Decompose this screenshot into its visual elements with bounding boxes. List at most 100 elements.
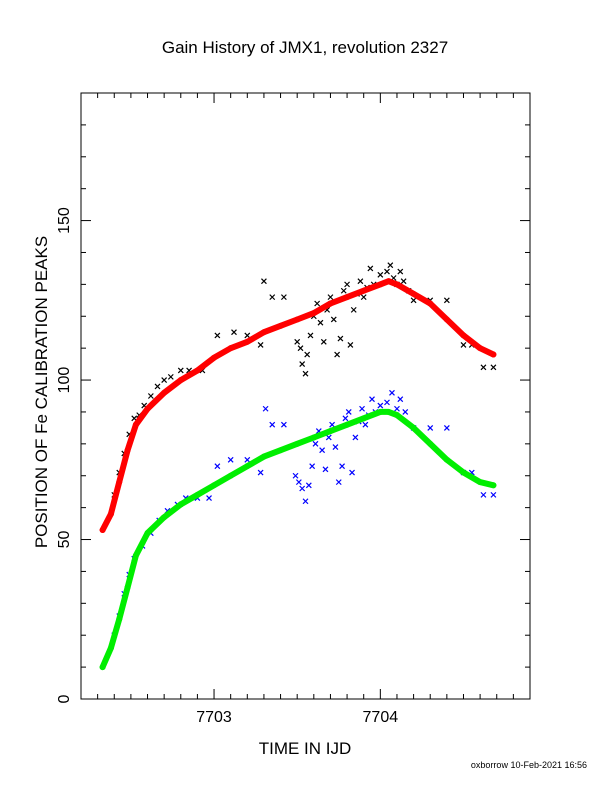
fit-point [244, 338, 251, 345]
data-point [337, 335, 344, 342]
fit-point [427, 440, 434, 447]
data-point [394, 405, 400, 412]
data-point [367, 265, 374, 272]
fit-point [116, 479, 123, 486]
data-point [319, 447, 326, 454]
data-point [154, 383, 161, 390]
data-point [377, 402, 384, 409]
fit-point [132, 421, 139, 428]
axis-ticks [80, 92, 531, 700]
series-layer [99, 262, 497, 671]
y-tick-label: 0 [56, 694, 73, 703]
fit-point [327, 300, 334, 307]
fit-point [132, 552, 139, 559]
y-tick-labels: 0 50 100 150 [56, 207, 73, 703]
data-point [369, 396, 375, 403]
data-point [305, 482, 312, 489]
data-point [349, 469, 355, 476]
data-point [325, 434, 332, 441]
y-tick-label: 100 [56, 367, 73, 394]
data-point [294, 338, 301, 345]
fit-point [377, 408, 384, 415]
data-point [443, 424, 450, 431]
data-point [262, 405, 269, 412]
data-point [357, 278, 364, 285]
data-point [340, 287, 347, 294]
data-point [147, 393, 154, 399]
data-point [377, 271, 384, 278]
fit-point [107, 511, 114, 518]
fit-curve [99, 408, 497, 671]
fit-point [144, 405, 151, 412]
data-point [362, 421, 369, 428]
fit-point [227, 345, 234, 352]
data-point [312, 440, 319, 447]
fit-point [443, 316, 450, 323]
fit-point [427, 300, 434, 307]
fit-point [385, 408, 392, 415]
y-tick-label: 150 [56, 207, 73, 234]
fit-point [194, 367, 201, 374]
data-point [344, 281, 350, 288]
fit-point [227, 472, 234, 479]
data-point [329, 421, 336, 428]
data-point [397, 268, 404, 275]
footer-stamp: oxborrow 10-Feb-2021 16:56 [471, 760, 587, 770]
fit-point [194, 491, 201, 498]
fit-point [377, 281, 384, 288]
data-point [280, 421, 287, 428]
series-0 [111, 262, 497, 498]
fit-point [490, 482, 497, 489]
data-point [297, 345, 304, 352]
fit-point [385, 278, 392, 285]
fit-point [161, 514, 168, 521]
data-point [227, 456, 234, 463]
data-point [335, 479, 342, 486]
data-point [360, 294, 367, 301]
data-point [257, 469, 264, 476]
x-tick-label: 7704 [363, 709, 399, 726]
fit-point [393, 281, 400, 288]
fit-point [177, 377, 184, 384]
fit-point [410, 290, 417, 297]
fit-point [490, 351, 497, 358]
data-point [214, 463, 221, 470]
data-point [261, 278, 267, 285]
fit-curve [99, 278, 497, 533]
data-point [299, 485, 306, 492]
data-point [427, 424, 434, 431]
fit-point [211, 482, 218, 489]
data-point [299, 361, 306, 368]
fit-point [116, 616, 123, 623]
data-point [322, 466, 329, 473]
data-point [400, 278, 407, 285]
data-point [257, 342, 264, 348]
data-point [359, 405, 365, 412]
data-point [320, 338, 327, 345]
data-point [339, 463, 346, 470]
fit-point [144, 530, 151, 537]
data-point [480, 491, 487, 498]
x-tick-labels: 7703 7704 [196, 709, 398, 726]
fit-point [360, 287, 367, 294]
data-point [352, 434, 359, 441]
fit-point [310, 434, 317, 441]
data-point [167, 373, 174, 380]
data-point [231, 329, 237, 336]
fit-point [393, 412, 400, 419]
data-point [302, 498, 309, 505]
data-point [389, 389, 395, 396]
data-point [214, 332, 221, 339]
fit-point [360, 415, 367, 422]
data-point [397, 396, 404, 403]
data-point [342, 415, 349, 422]
fit-point [99, 664, 106, 671]
data-point [327, 294, 334, 301]
data-point [410, 297, 417, 304]
fit-point [460, 469, 467, 476]
fit-point [124, 447, 131, 454]
series-3 [99, 408, 497, 671]
fit-point [277, 447, 284, 454]
series-1 [99, 278, 497, 533]
fit-point [344, 294, 351, 301]
